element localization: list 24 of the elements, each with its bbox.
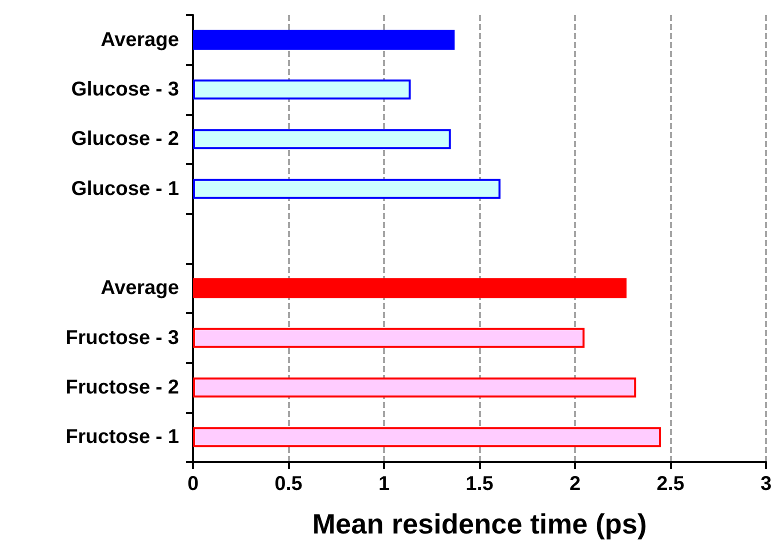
y-tick-label: Fructose - 3 (66, 326, 179, 349)
bar (193, 328, 585, 348)
x-tick-label: 2.5 (656, 473, 684, 495)
x-axis-title: Mean residence time (ps) (312, 508, 647, 540)
y-tick-label: Average (100, 28, 179, 51)
x-tick-label: 0.5 (274, 473, 302, 495)
x-tick-label: 0 (187, 473, 199, 495)
bar (193, 129, 451, 150)
x-tick-label: 1.5 (466, 473, 494, 495)
bar (193, 378, 636, 398)
y-tick-label: Glucose - 1 (71, 178, 179, 200)
y-tick-label: Fructose - 2 (66, 376, 179, 398)
y-tick-label: Glucose - 2 (71, 128, 179, 150)
y-tick-label: Average (100, 277, 179, 300)
x-tick-label: 1 (378, 473, 390, 495)
y-tick-label: Glucose - 3 (71, 78, 179, 100)
bar (193, 80, 411, 100)
bar (193, 178, 501, 199)
y-tick-label: Fructose - 1 (66, 426, 179, 448)
x-tick-label: 2 (569, 473, 581, 495)
bar (193, 278, 627, 298)
bar (193, 427, 661, 448)
bar (193, 30, 455, 50)
x-tick-label: 3 (760, 473, 772, 495)
